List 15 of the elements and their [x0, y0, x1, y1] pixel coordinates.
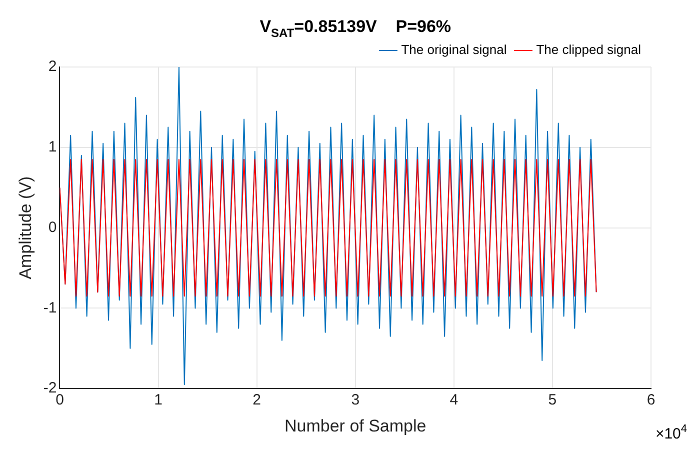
y-tick-label: 1	[48, 138, 57, 156]
y-tick-label: -2	[43, 380, 57, 397]
y-tick-label: 0	[48, 218, 57, 236]
x-tick-label: 2	[252, 392, 261, 409]
y-tick-label: -1	[43, 299, 57, 316]
x-axis-title: Number of Sample	[284, 416, 426, 436]
x-tick-label: 6	[646, 392, 656, 409]
x-tick-label: 4	[450, 392, 458, 409]
legend-label: The clipped signal	[536, 42, 642, 58]
y-axis-title: Amplitude (V)	[16, 176, 35, 280]
y-tick-label: 2	[48, 58, 57, 76]
x-tick-label: 1	[154, 392, 162, 409]
legend-label: The original signal	[401, 42, 507, 58]
x-tick-label: 3	[351, 392, 360, 409]
x-tick-label: 5	[548, 392, 557, 409]
